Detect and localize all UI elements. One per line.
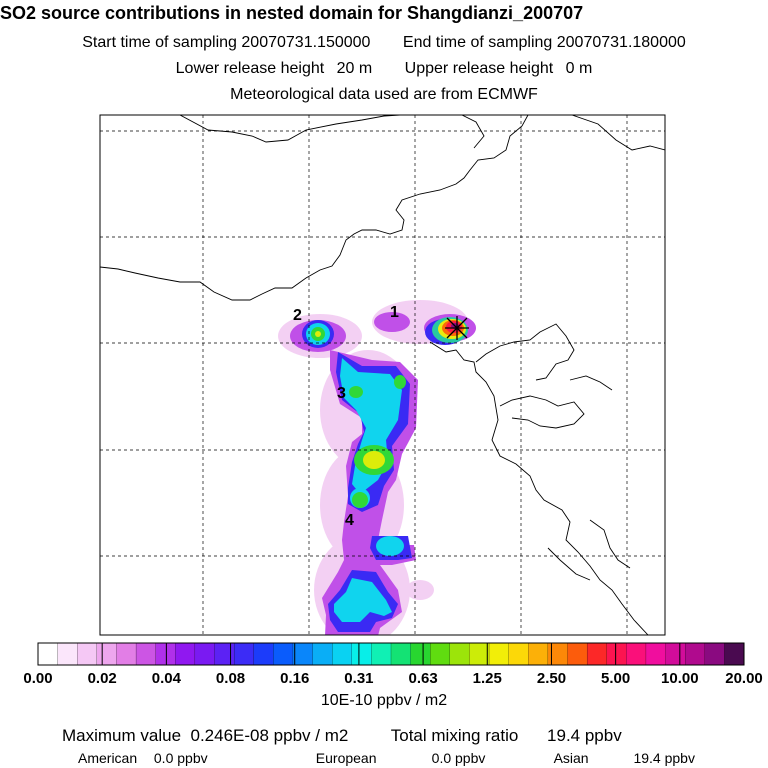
region-name-european: European: [315, 750, 377, 766]
colorbar-swatch: [469, 642, 490, 666]
map-frame: [99, 114, 666, 636]
end-time-label: End time of sampling: [402, 34, 553, 51]
upper-height-label: Upper release height: [404, 60, 554, 77]
release-heights: Lower release height 20 m Upper release …: [0, 60, 768, 78]
colorbar-swatch: [135, 642, 157, 666]
coastlines: [100, 115, 665, 635]
colorbar-swatch: [724, 642, 745, 666]
colorbar-swatch: [175, 642, 196, 666]
colorbar-swatch: [586, 642, 608, 666]
colorbar-swatch: [567, 642, 588, 666]
lower-height-label: Lower release height: [175, 60, 325, 77]
colorbar-swatch: [116, 642, 137, 666]
region-name-american: American: [78, 750, 138, 766]
plume-field: [100, 115, 665, 635]
colorbar-swatch: [253, 642, 274, 666]
colorbar-swatch: [37, 642, 59, 666]
colorbar-swatch: [77, 642, 98, 666]
colorbar-tick-label: 0.16: [280, 670, 310, 687]
colorbar-tick-label: 2.50: [536, 670, 567, 687]
colorbar-swatch: [626, 642, 647, 666]
colorbar-swatch: [449, 642, 470, 666]
max-value-label: Maximum value: [62, 726, 182, 745]
summary-line: Maximum value 0.246E-08 ppbv / m2 Total …: [62, 726, 622, 746]
sampling-times: Start time of sampling 20070731.150000 E…: [0, 34, 768, 52]
region-name-asian: Asian: [553, 750, 589, 766]
plume-yellow: [315, 331, 385, 469]
colorbar-tick-label: 10.00: [661, 670, 699, 687]
max-value: 0.246E-08 ppbv / m2: [190, 726, 349, 745]
colorbar-swatch: [606, 642, 627, 666]
total-label: Total mixing ratio: [390, 726, 519, 745]
colorbar-swatch: [96, 642, 117, 666]
colorbar-tick-label: 0.02: [87, 670, 117, 687]
met-data-line: Meteorological data used are from ECMWF: [230, 86, 538, 103]
colorbar-swatch: [214, 642, 235, 666]
start-time-value: 20070731.150000: [241, 34, 371, 51]
colorbar-swatch: [645, 642, 667, 666]
colorbar-tick-label: 0.00: [23, 670, 53, 687]
colorbar-swatch: [155, 642, 176, 666]
colorbar-swatch: [292, 642, 314, 666]
receptor-marker: [445, 316, 469, 340]
colorbar-swatch: [332, 642, 353, 666]
colorbar-swatch: [371, 642, 392, 666]
colorbar-tick-label: 20.00: [725, 670, 763, 687]
colorbar-swatch: [704, 642, 725, 666]
total-value: 19.4 ppbv: [547, 726, 622, 745]
colorbar-swatch: [508, 642, 529, 666]
source-label-2: 2: [293, 307, 302, 324]
colorbar-unit: 10E-10 ppbv / m2: [320, 692, 448, 709]
colorbar-swatch: [685, 642, 706, 666]
start-time-label: Start time of sampling: [82, 34, 237, 51]
region-value-asian: 19.4 ppbv: [633, 750, 695, 766]
colorbar-tick-label: 0.63: [408, 670, 438, 687]
colorbar-swatch: [547, 642, 569, 666]
source-label-1: 1: [390, 304, 399, 321]
colorbar: [37, 642, 745, 666]
colorbar-swatch: [410, 642, 431, 666]
colorbar-swatch: [390, 642, 412, 666]
region-contributions: American 0.0 ppbv European 0.0 ppbv Asia…: [78, 750, 695, 766]
source-label-4: 4: [345, 512, 354, 529]
colorbar-swatch: [528, 642, 549, 666]
source-labels: 1 2 3 4: [293, 304, 399, 529]
colorbar-swatch: [665, 642, 686, 666]
colorbar-tick-label: 1.25: [472, 670, 502, 687]
colorbar-tick-label: 0.08: [215, 670, 246, 687]
colorbar-swatch: [430, 642, 451, 666]
colorbar-swatch: [273, 642, 294, 666]
colorbar-swatch: [194, 642, 216, 666]
end-time-value: 20070731.180000: [556, 34, 686, 51]
colorbar-swatch: [351, 642, 372, 666]
upper-height-value: 0 m: [565, 60, 593, 77]
page-title: SO2 source contributions in nested domai…: [0, 3, 584, 23]
colorbar-tick-label: 0.31: [344, 670, 374, 687]
colorbar-swatch: [488, 642, 510, 666]
colorbar-tick-label: 0.04: [151, 670, 181, 687]
colorbar-swatch: [57, 642, 78, 666]
colorbar-major-ticks: [37, 643, 745, 665]
colorbar-tick-label: 5.00: [601, 670, 631, 687]
gridlines: [100, 115, 665, 635]
region-value-european: 0.0 ppbv: [431, 750, 486, 766]
source-label-3: 3: [337, 385, 346, 402]
colorbar-swatch: [312, 642, 333, 666]
region-value-american: 0.0 ppbv: [153, 750, 208, 766]
colorbar-swatch: [233, 642, 255, 666]
lower-height-value: 20 m: [336, 60, 373, 77]
